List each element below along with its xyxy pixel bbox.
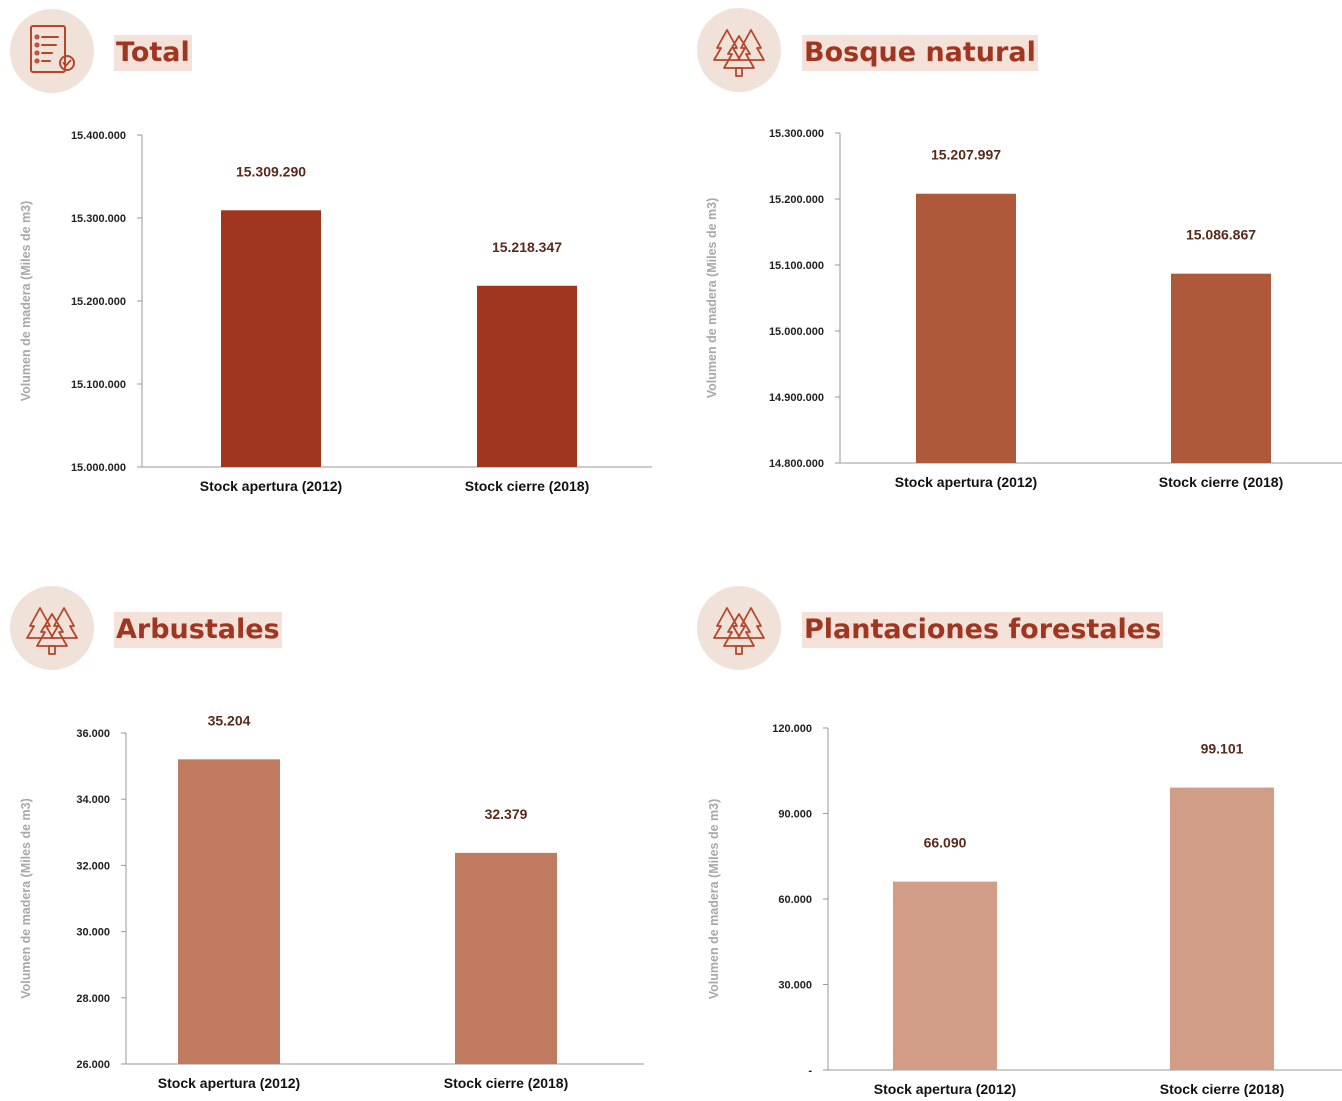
- y-tick-label: 15.100.000: [71, 379, 126, 391]
- chart-title-plantaciones-forestales: Plantaciones forestales: [802, 612, 1164, 648]
- y-tick-label: 15.100.000: [769, 260, 824, 272]
- y-tick-label: 32.000: [76, 860, 110, 872]
- y-tick-label: 26.000: [76, 1059, 110, 1071]
- y-tick-label: 36.000: [76, 728, 110, 740]
- category-label: Stock cierre (2018): [1160, 1081, 1285, 1097]
- y-tick-label: 90.000: [778, 809, 812, 821]
- y-tick-label: 14.900.000: [769, 392, 824, 404]
- data-label: 15.086.867: [1186, 227, 1256, 243]
- trees-icon: [713, 607, 765, 655]
- y-axis-label: Volumen de madera (Miles de m3): [19, 201, 33, 402]
- category-label: Stock apertura (2012): [200, 478, 342, 494]
- trees-icon: [713, 29, 765, 77]
- y-tick-label: 15.300.000: [769, 128, 824, 140]
- chart-title-total: Total: [114, 35, 192, 71]
- bar: [1170, 787, 1274, 1070]
- y-tick-label: 28.000: [76, 993, 110, 1005]
- trees-icon: [26, 607, 78, 655]
- data-label: 99.101: [1201, 741, 1244, 757]
- y-axis-label: Volumen de madera (Miles de m3): [19, 798, 33, 999]
- y-tick-label: 120.000: [772, 723, 812, 735]
- data-label: 66.090: [924, 835, 967, 851]
- y-tick-label: 15.400.000: [71, 130, 126, 142]
- category-label: Stock apertura (2012): [874, 1081, 1016, 1097]
- data-label: 32.379: [485, 806, 528, 822]
- data-label: 35.204: [208, 712, 251, 728]
- bar: [221, 210, 321, 467]
- checklist-icon: [30, 25, 75, 73]
- bar-chart-arbustales: 26.000 28.000 30.000 32.000 34.000 36.000 Volu…: [19, 712, 644, 1091]
- y-tick-label: 15.200.000: [769, 194, 824, 206]
- arbustales-badge: [10, 586, 94, 670]
- total-badge: [10, 9, 94, 93]
- bar-chart-bosque-natural: 14.800.000 14.900.000 15.000.000 15.100.000…: [705, 128, 1342, 490]
- bosque-natural-badge: [697, 8, 781, 92]
- bar: [1171, 273, 1271, 463]
- y-axis-label: Volumen de madera (Miles de m3): [705, 198, 719, 399]
- y-axis-label: Volumen de madera (Miles de m3): [707, 799, 721, 1000]
- plantaciones-forestales-badge: [697, 586, 781, 670]
- bar: [455, 852, 557, 1064]
- bar: [893, 881, 997, 1070]
- y-tick-label: 15.300.000: [71, 213, 126, 225]
- y-tick-label: 15.000.000: [769, 326, 824, 338]
- bar: [178, 759, 280, 1064]
- category-label: Stock cierre (2018): [1159, 474, 1284, 490]
- y-tick-label: 15.000.000: [71, 462, 126, 474]
- category-label: Stock apertura (2012): [158, 1075, 300, 1091]
- category-label: Stock apertura (2012): [895, 474, 1037, 490]
- y-tick-label: 30.000: [778, 980, 812, 992]
- chart-title-arbustales: Arbustales: [114, 612, 282, 648]
- category-label: Stock cierre (2018): [444, 1075, 569, 1091]
- bar-chart-total: 15.000.000 15.100.000 15.200.000 15.300.000…: [19, 130, 652, 494]
- y-tick-label: 34.000: [76, 794, 110, 806]
- data-label: 15.218.347: [492, 239, 562, 255]
- y-tick-label: 15.200.000: [71, 296, 126, 308]
- y-tick-label: 30.000: [76, 927, 110, 939]
- bar: [916, 193, 1016, 463]
- chart-title-bosque-natural: Bosque natural: [802, 35, 1038, 71]
- category-label: Stock cierre (2018): [465, 478, 590, 494]
- data-label: 15.207.997: [931, 147, 1001, 163]
- y-tick-label: 60.000: [778, 894, 812, 906]
- bar: [477, 285, 577, 467]
- y-tick-label: -: [808, 1065, 812, 1077]
- y-tick-label: 14.800.000: [769, 458, 824, 470]
- bar-chart-plantaciones-forestales: - 30.000 60.000 90.000 120.000 Volumen de mad…: [707, 723, 1342, 1097]
- data-label: 15.309.290: [236, 163, 306, 179]
